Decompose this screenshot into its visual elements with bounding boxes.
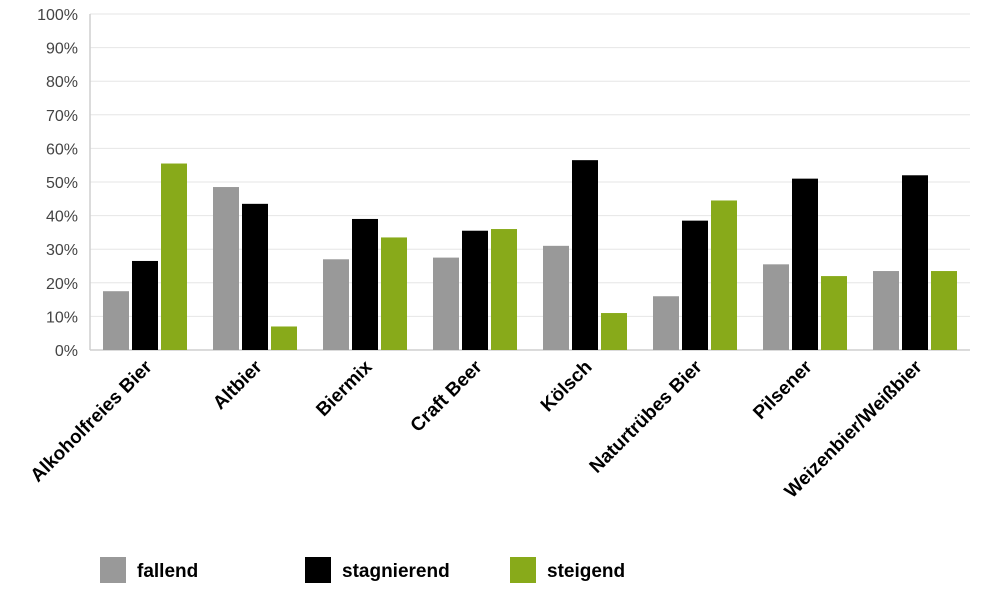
bar-steigend xyxy=(931,271,957,350)
y-tick-label: 50% xyxy=(46,175,78,192)
bar-fallend xyxy=(873,271,899,350)
x-category-label: Alkoholfreies Bier xyxy=(27,356,157,486)
x-category-label: Kölsch xyxy=(537,357,597,417)
bar-fallend xyxy=(653,296,679,350)
y-tick-label: 70% xyxy=(46,108,78,125)
legend-label-steigend: steigend xyxy=(547,561,625,582)
bar-stagnierend xyxy=(462,230,488,350)
bar-fallend xyxy=(323,259,349,350)
x-category-label: Pilsener xyxy=(749,356,817,424)
bars xyxy=(103,160,957,350)
bar-stagnierend xyxy=(792,178,818,350)
y-tick-label: 80% xyxy=(46,74,78,91)
bar-steigend xyxy=(711,200,737,350)
legend-swatch-stagnierend xyxy=(305,557,331,583)
legend-swatch-steigend xyxy=(510,557,536,583)
legend-label-fallend: fallend xyxy=(137,561,198,582)
bar-fallend xyxy=(103,291,129,350)
x-axis-labels: Alkoholfreies Bier Altbier Biermix Craft Be… xyxy=(27,356,927,502)
y-tick-label: 30% xyxy=(46,242,78,259)
y-tick-label: 10% xyxy=(46,309,78,326)
bar-steigend xyxy=(381,237,407,350)
bar-steigend xyxy=(161,163,187,350)
bar-steigend xyxy=(821,276,847,350)
bar-fallend xyxy=(543,245,569,350)
y-tick-label: 20% xyxy=(46,276,78,293)
legend-label-stagnierend: stagnierend xyxy=(342,561,450,582)
bar-stagnierend xyxy=(242,203,268,350)
bar-steigend xyxy=(601,313,627,350)
x-category-label: Naturtrübes Bier xyxy=(586,356,707,477)
legend-swatch-fallend xyxy=(100,557,126,583)
y-tick-label: 90% xyxy=(46,41,78,58)
y-axis-ticks: 0% 10% 20% 30% 40% 50% 60% 70% 80% 90% 100% xyxy=(37,7,78,360)
x-category-label: Biermix xyxy=(312,356,376,420)
bar-steigend xyxy=(271,326,297,350)
bar-stagnierend xyxy=(352,218,378,350)
bar-fallend xyxy=(763,264,789,350)
bar-stagnierend xyxy=(682,220,708,350)
bar-stagnierend xyxy=(572,160,598,350)
x-category-label: Altbier xyxy=(209,356,267,414)
y-tick-label: 60% xyxy=(46,141,78,158)
bar-fallend xyxy=(213,187,239,350)
y-tick-label: 100% xyxy=(37,7,78,24)
bar-fallend xyxy=(433,257,459,350)
bar-steigend xyxy=(491,229,517,350)
y-tick-label: 0% xyxy=(55,343,78,360)
bar-stagnierend xyxy=(132,260,158,350)
legend: fallend stagnierend steigend xyxy=(100,557,625,583)
bar-stagnierend xyxy=(902,175,928,350)
x-category-label: Craft Beer xyxy=(407,356,487,436)
y-tick-label: 40% xyxy=(46,209,78,226)
